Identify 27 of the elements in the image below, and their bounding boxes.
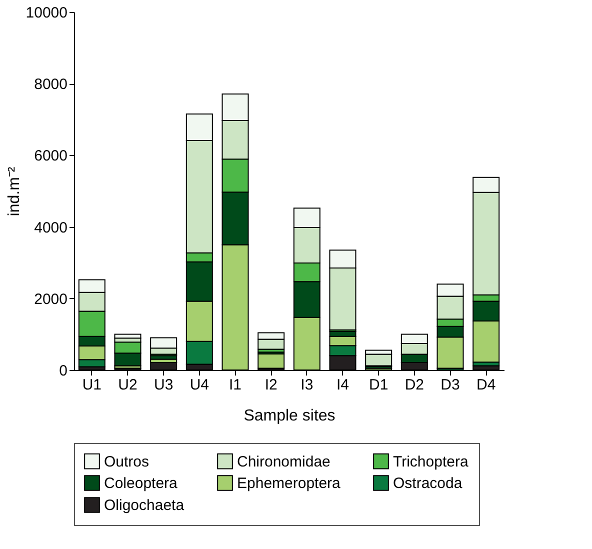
x-tick-label: I4	[336, 376, 350, 394]
x-tick-label: I2	[264, 376, 278, 394]
y-tick-label: 8000	[34, 76, 68, 94]
x-tick-label: U3	[154, 376, 174, 394]
y-tick-label: 10000	[26, 4, 68, 22]
x-axis-title: Sample sites	[244, 408, 336, 424]
x-tick-label: I1	[228, 376, 242, 394]
y-tick-label: 2000	[34, 290, 68, 308]
x-tick-label: D4	[476, 376, 496, 394]
x-tick-label: U2	[118, 376, 138, 394]
legend-label: Trichoptera	[393, 453, 469, 470]
legend-label: Ostracoda	[393, 475, 463, 492]
legend-label: Chironomidae	[237, 453, 330, 470]
x-tick-label: I3	[300, 376, 314, 394]
y-axis-title: ind.m⁻²	[6, 166, 23, 216]
y-tick-label: 6000	[34, 148, 68, 165]
x-tick-label: D1	[368, 376, 388, 394]
legend-label: Outros	[104, 453, 150, 470]
y-tick-label: 0	[59, 362, 68, 380]
x-tick-label: U4	[190, 376, 210, 394]
legend-label: Oligochaeta	[104, 497, 185, 514]
x-tick-label: D3	[440, 376, 460, 394]
x-tick-label: D2	[404, 376, 424, 394]
legend-label: Coleoptera	[104, 475, 178, 492]
x-tick-label: U1	[82, 376, 102, 394]
y-tick-label: 4000	[34, 219, 68, 236]
legend-label: Ephemeroptera	[237, 475, 342, 492]
